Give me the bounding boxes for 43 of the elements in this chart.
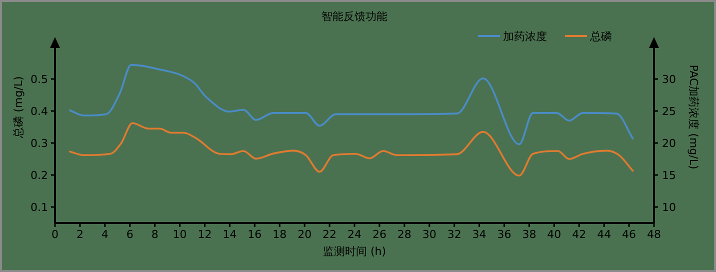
- x-tick-label: 10: [172, 228, 187, 241]
- x-tick-label: 18: [272, 228, 287, 241]
- x-tick-label: 28: [397, 228, 412, 241]
- x-tick-label: 20: [298, 228, 312, 241]
- y-tick-label: 0.2: [30, 169, 48, 182]
- y2-tick-label: 15: [662, 169, 676, 182]
- x-tick-label: 34: [472, 228, 486, 241]
- x-tick-label: 36: [497, 228, 512, 241]
- x-tick-label: 2: [76, 228, 84, 241]
- legend-label: 总磷: [589, 30, 612, 43]
- x-tick-label: 32: [447, 228, 462, 241]
- line-series: [69, 122, 634, 177]
- x-tick-label: 46: [622, 228, 636, 241]
- x-tick-label: 0: [52, 228, 58, 241]
- x-tick-label: 26: [372, 228, 386, 241]
- y-tick-label: 0.1: [30, 201, 48, 214]
- x-tick-label: 38: [522, 228, 536, 241]
- x-tick-label: 12: [198, 228, 212, 241]
- x-tick-label: 42: [572, 228, 586, 241]
- x-axis-title: 监测时间 (h): [322, 245, 386, 258]
- line-series: [69, 64, 634, 146]
- y-axis-title: 总磷 (mg/L): [12, 76, 25, 139]
- x-tick-label: 30: [422, 228, 436, 241]
- y-tick-label: 0.4: [30, 105, 48, 118]
- x-tick-label: 22: [322, 228, 337, 241]
- x-tick-label: 40: [547, 228, 562, 241]
- x-tick-label: 24: [348, 228, 362, 241]
- x-tick-label: 16: [248, 228, 262, 241]
- y2-tick-label: 30: [662, 73, 676, 86]
- x-tick-label: 8: [151, 228, 158, 241]
- x-tick-label: 14: [222, 228, 237, 241]
- y2-tick-label: 10: [662, 201, 676, 214]
- y-tick-label: 0.5: [30, 73, 48, 86]
- x-tick-label: 6: [126, 228, 134, 241]
- x-tick-label: 44: [597, 228, 612, 241]
- y2-tick-label: 20: [662, 137, 676, 150]
- y-tick-label: 0.3: [30, 137, 48, 150]
- y2-tick-label: 25: [662, 105, 676, 118]
- legend-label: 加药浓度: [503, 30, 547, 43]
- x-tick-label: 4: [101, 228, 108, 241]
- x-tick-label: 48: [647, 228, 661, 241]
- y2-axis-title: PAC加药浓度 (mg/L): [687, 64, 700, 170]
- chart-title: 智能反馈功能: [322, 10, 388, 23]
